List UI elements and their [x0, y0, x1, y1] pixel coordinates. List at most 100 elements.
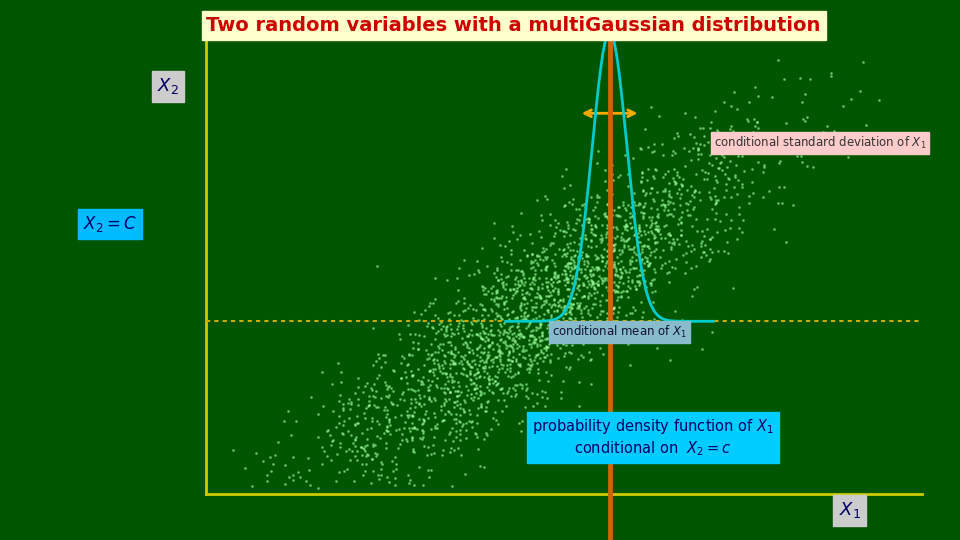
- Point: [447, 345, 463, 353]
- Point: [381, 416, 396, 425]
- Point: [656, 246, 671, 254]
- Point: [588, 220, 603, 229]
- Point: [404, 433, 420, 441]
- Point: [532, 252, 547, 260]
- Point: [361, 450, 376, 459]
- Point: [657, 222, 672, 231]
- Point: [481, 386, 496, 394]
- Point: [510, 340, 525, 348]
- Point: [594, 253, 610, 261]
- Point: [477, 406, 492, 415]
- Point: [605, 176, 620, 185]
- Point: [492, 347, 507, 356]
- Point: [652, 225, 667, 234]
- Point: [526, 339, 541, 348]
- Point: [445, 359, 461, 368]
- Point: [680, 206, 695, 214]
- Point: [467, 428, 482, 437]
- Point: [620, 170, 636, 178]
- Point: [381, 478, 396, 487]
- Point: [534, 210, 549, 219]
- Point: [605, 286, 620, 295]
- Point: [535, 386, 550, 395]
- Point: [537, 246, 552, 255]
- Point: [406, 480, 421, 489]
- Point: [453, 369, 468, 377]
- Point: [649, 188, 664, 197]
- Point: [369, 403, 384, 411]
- Point: [563, 363, 578, 372]
- Point: [459, 371, 474, 380]
- Point: [524, 388, 540, 397]
- Point: [695, 124, 710, 132]
- Point: [333, 378, 348, 387]
- Point: [576, 353, 591, 361]
- Point: [315, 402, 330, 411]
- Point: [615, 319, 631, 327]
- Point: [716, 147, 732, 156]
- Point: [492, 364, 507, 373]
- Point: [601, 185, 616, 194]
- Point: [538, 353, 553, 362]
- Point: [502, 327, 517, 335]
- Point: [532, 254, 547, 263]
- Point: [613, 268, 629, 276]
- Point: [406, 445, 421, 454]
- Point: [587, 289, 602, 298]
- Point: [623, 202, 638, 211]
- Point: [487, 269, 502, 278]
- Point: [612, 278, 627, 287]
- Point: [481, 379, 496, 387]
- Point: [680, 200, 695, 208]
- Point: [634, 145, 649, 153]
- Point: [643, 248, 659, 256]
- Point: [684, 156, 699, 164]
- Point: [492, 350, 507, 359]
- Point: [505, 383, 520, 392]
- Point: [671, 172, 686, 181]
- Point: [550, 290, 565, 299]
- Point: [589, 264, 605, 272]
- Point: [713, 157, 729, 166]
- Point: [643, 226, 659, 235]
- Point: [404, 367, 420, 375]
- Point: [703, 193, 718, 201]
- Point: [372, 420, 387, 428]
- Point: [661, 190, 677, 199]
- Point: [479, 403, 494, 412]
- Point: [562, 259, 577, 267]
- Point: [427, 295, 443, 303]
- Point: [469, 433, 485, 442]
- Point: [509, 381, 524, 389]
- Point: [726, 87, 741, 96]
- Point: [550, 354, 565, 362]
- Point: [415, 377, 430, 386]
- Point: [539, 273, 554, 282]
- Point: [472, 352, 488, 361]
- Point: [331, 468, 347, 476]
- Point: [730, 234, 745, 243]
- Point: [420, 383, 436, 391]
- Point: [494, 292, 510, 300]
- Point: [527, 269, 542, 278]
- Point: [709, 126, 725, 134]
- Point: [394, 429, 409, 438]
- Point: [622, 284, 637, 292]
- Point: [569, 274, 585, 282]
- Point: [444, 481, 460, 490]
- Point: [587, 251, 602, 260]
- Point: [571, 215, 587, 224]
- Point: [407, 402, 422, 411]
- Point: [642, 279, 658, 288]
- Point: [373, 471, 389, 480]
- Point: [588, 263, 604, 272]
- Point: [609, 267, 624, 275]
- Point: [391, 424, 406, 433]
- Point: [545, 239, 561, 248]
- Point: [446, 376, 462, 385]
- Point: [510, 235, 525, 244]
- Point: [449, 392, 465, 401]
- Point: [501, 384, 516, 393]
- Point: [355, 470, 371, 479]
- Point: [545, 330, 561, 339]
